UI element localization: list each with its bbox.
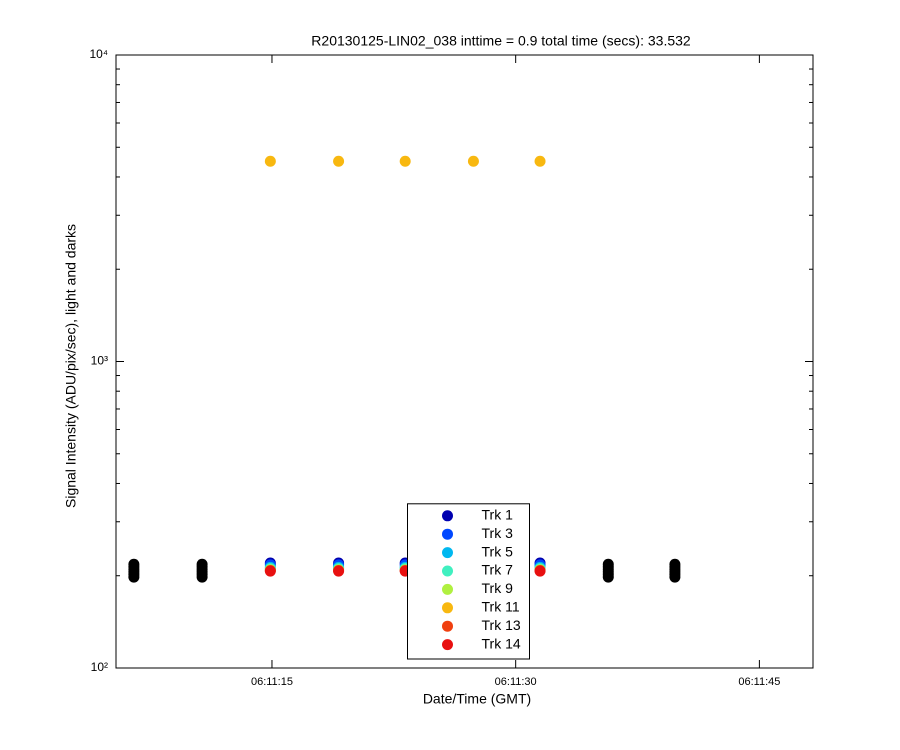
legend-marker: [442, 639, 453, 651]
point: [467, 155, 479, 167]
legend-label: Trk 11: [482, 599, 520, 615]
legend: Trk 1 Trk 3 Trk 5 Trk 7 Trk 9 Trk 11 Trk 13 Trk…: [407, 503, 530, 660]
dark-point: [602, 558, 614, 570]
legend-label: Trk 14: [482, 635, 521, 651]
point: [534, 155, 546, 167]
x-tick-label: 06:11:30: [495, 676, 537, 688]
point: [399, 155, 411, 167]
legend-label: Trk 5: [482, 543, 514, 559]
y-axis-label: Signal Intensity (ADU/pix/sec), light an…: [63, 224, 79, 508]
legend-marker: [442, 620, 453, 632]
legend-marker: [442, 547, 453, 559]
point: [333, 565, 345, 577]
y-tick-label: 10⁴: [89, 47, 108, 61]
x-tick-label: 06:11:15: [251, 676, 293, 688]
y-tick-label: 10³: [91, 354, 108, 368]
legend-label: Trk 13: [482, 617, 521, 633]
legend-label: Trk 9: [482, 580, 514, 596]
point: [264, 565, 276, 577]
x-axis-label: Date/Time (GMT): [423, 691, 531, 707]
legend-label: Trk 3: [482, 525, 514, 541]
point: [264, 155, 276, 167]
legend-label: Trk 7: [482, 562, 514, 578]
x-tick-label: 06:11:45: [738, 676, 780, 688]
legend-label: Trk 1: [482, 507, 514, 523]
legend-marker: [442, 583, 453, 595]
legend-marker: [442, 565, 453, 577]
point: [333, 155, 345, 167]
chart-title: R20130125-LIN02_038 inttime = 0.9 total …: [311, 33, 691, 49]
legend-marker: [442, 602, 453, 614]
legend-marker: [442, 528, 453, 540]
y-tick-label: 10²: [91, 660, 108, 674]
dark-point: [669, 558, 681, 570]
legend-marker: [442, 510, 453, 522]
legend-box: [407, 503, 530, 660]
dark-point: [128, 558, 140, 570]
dark-point: [196, 558, 208, 570]
point: [534, 565, 546, 577]
